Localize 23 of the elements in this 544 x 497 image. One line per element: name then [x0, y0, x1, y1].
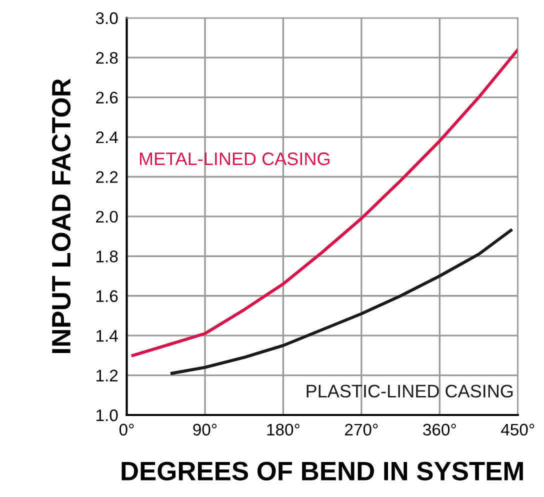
x-tick-label: 90°: [193, 424, 217, 436]
y-tick-label: 2.6: [96, 92, 118, 104]
x-tick-label: 0°: [119, 424, 134, 436]
y-tick-label: 1.0: [96, 409, 118, 422]
y-tick-label: 1.6: [96, 290, 118, 302]
y-tick-label: 1.2: [96, 370, 118, 382]
x-tick-label: 450°: [501, 424, 534, 436]
text: PLASTIC-LINED CASING: [306, 384, 513, 398]
y-tick-label: 1.8: [96, 250, 118, 262]
x-tick-label: 270°: [345, 424, 378, 436]
line-series: [170, 228, 512, 375]
y-tick-label: 2.8: [96, 52, 118, 64]
x-tick-label: 360°: [423, 424, 456, 436]
y-tick-label: 2.4: [96, 131, 118, 144]
text: METAL-LINED CASING: [140, 152, 330, 166]
x-tick-label: 180°: [267, 424, 300, 436]
y-axis-title: INPUT LOAD FACTOR: [52, 78, 71, 353]
x-axis-title: DEGREES OF BEND IN SYSTEM: [122, 462, 523, 480]
y-tick-label: 3.0: [96, 12, 118, 24]
y-tick-label: 2.2: [96, 171, 118, 183]
y-tick-label: 1.4: [96, 330, 118, 342]
y-tick-label: 2.0: [96, 210, 118, 223]
line-series: [131, 48, 518, 357]
